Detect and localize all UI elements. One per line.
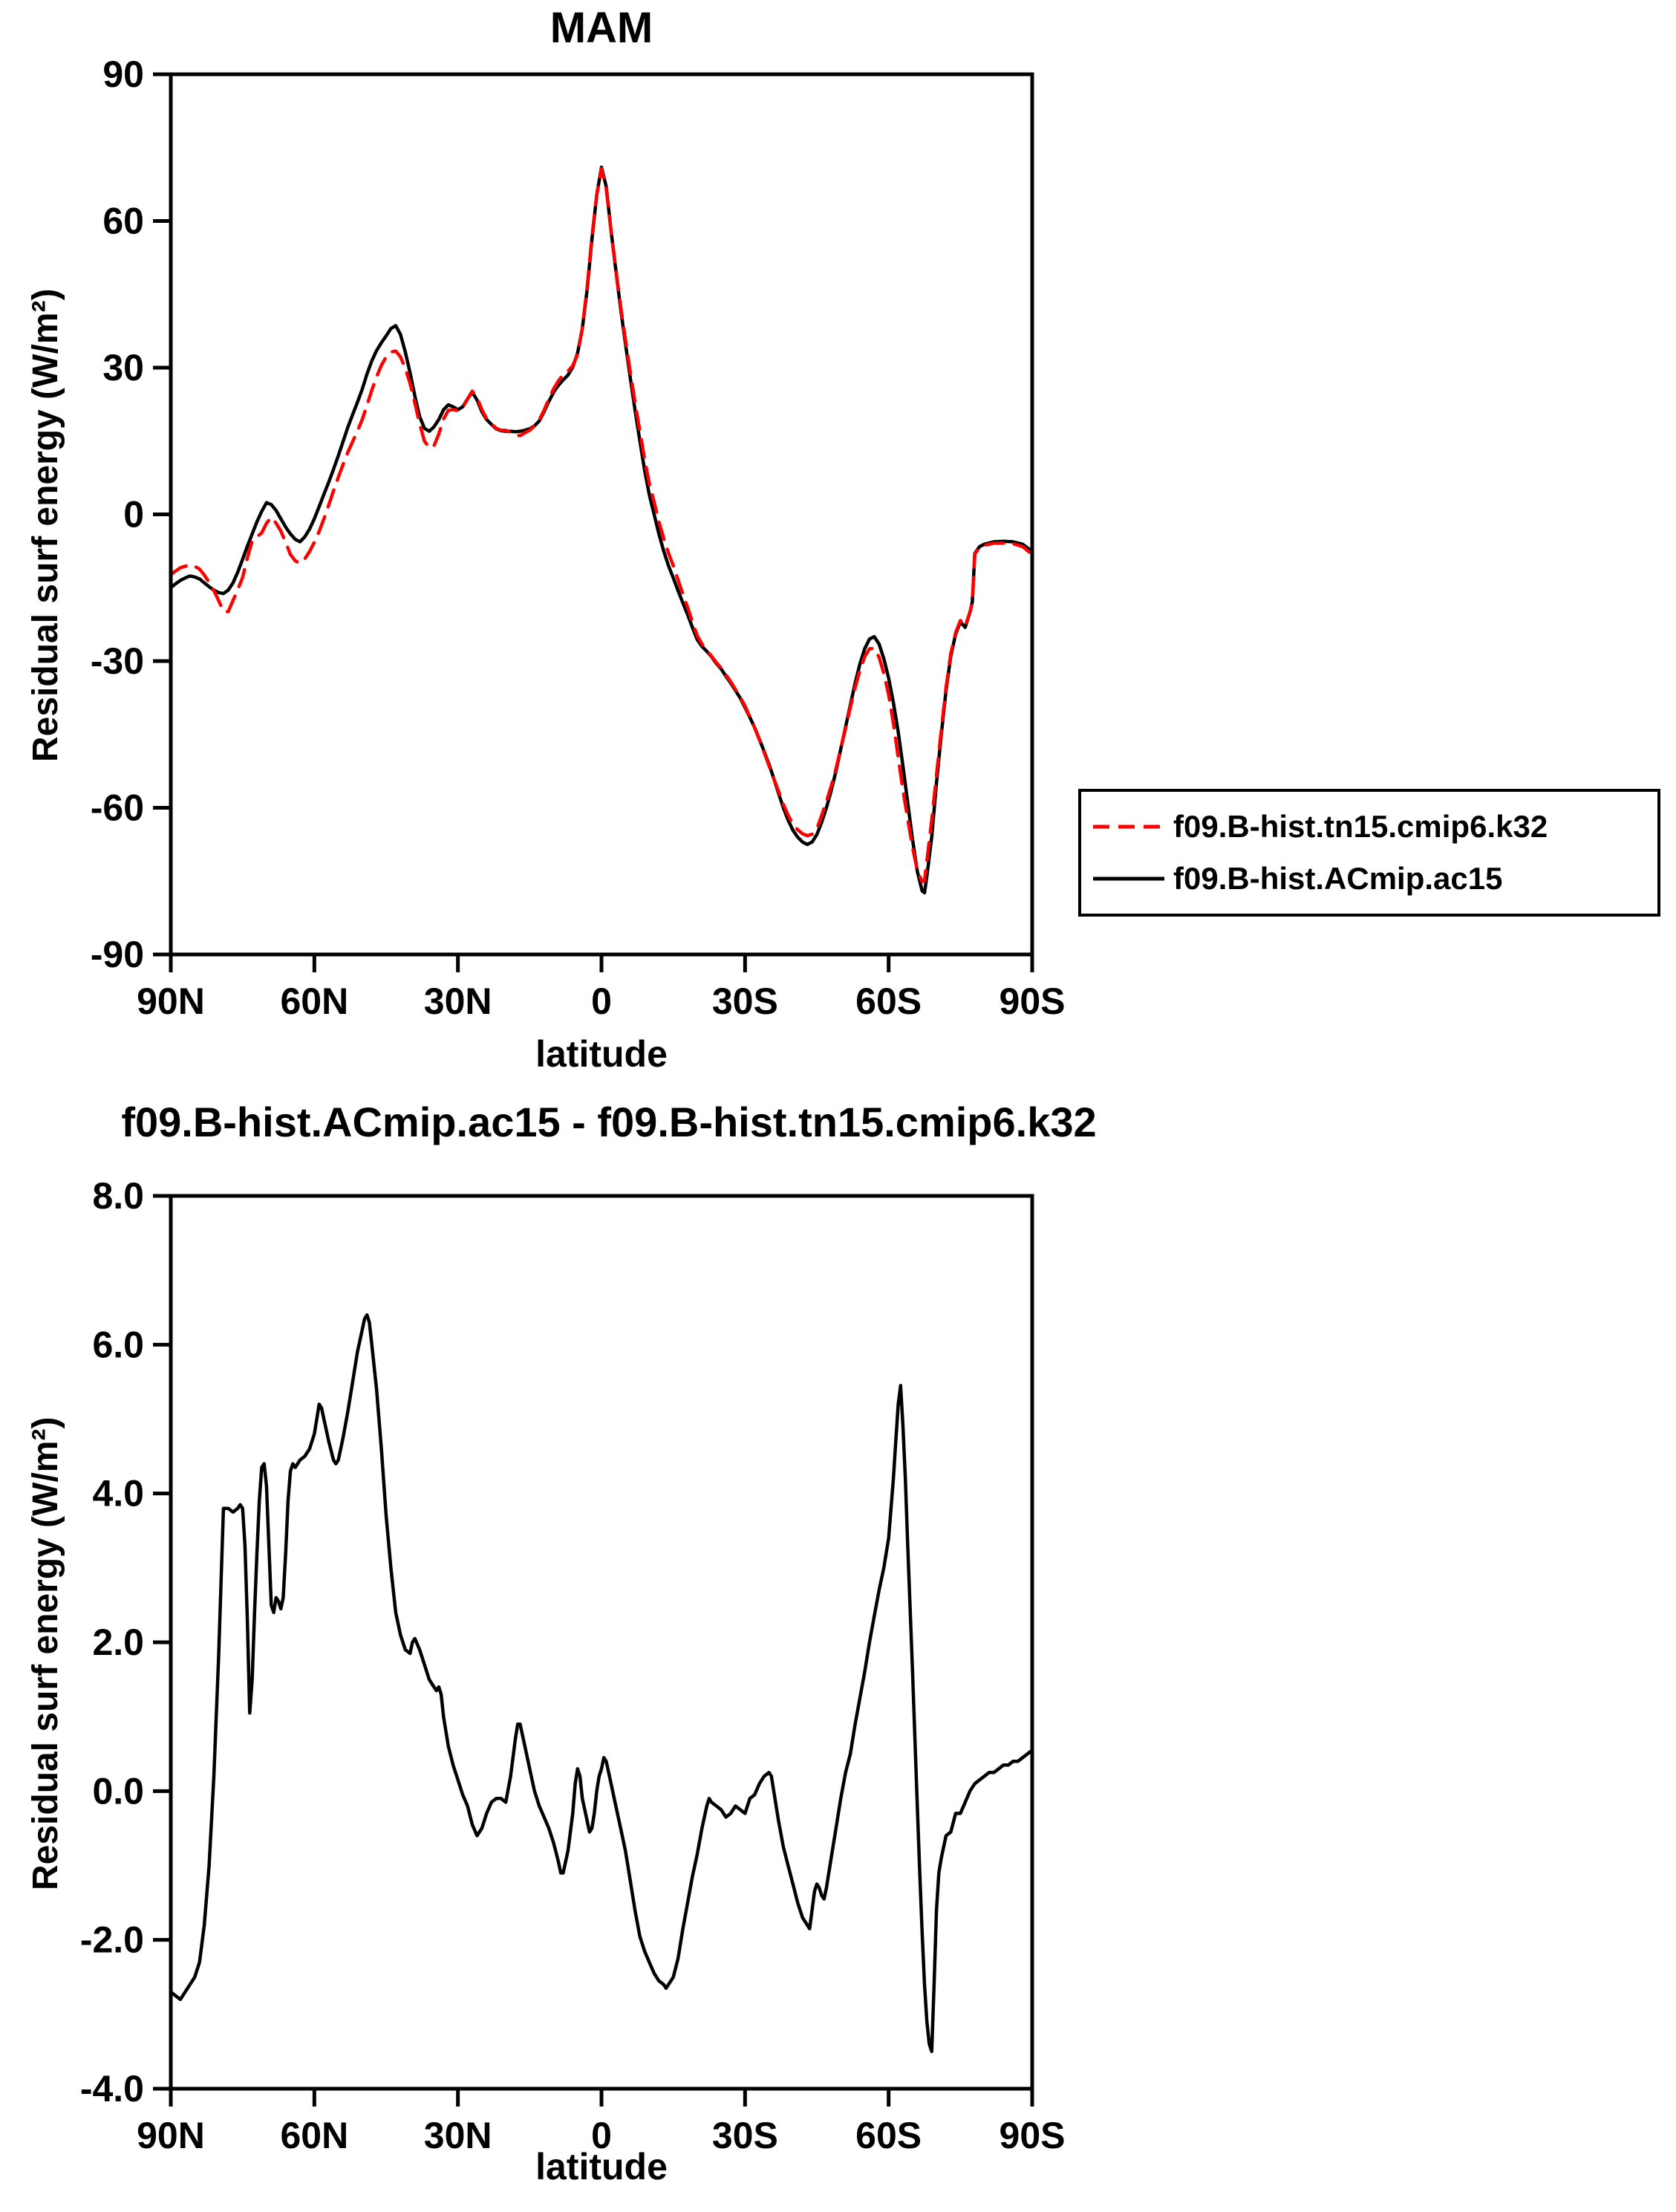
- y-tick-label: 2.0: [92, 1621, 144, 1663]
- red-dashed-line-sample: [1093, 824, 1164, 829]
- x-tick-label: 30N: [424, 980, 492, 1022]
- x-tick-label: 90S: [1000, 2115, 1066, 2156]
- y-tick-label: -60: [91, 787, 144, 829]
- series-line-1: [169, 166, 1034, 884]
- top-chart-ylabel: Residual surf energy (W/m²): [26, 288, 65, 762]
- x-tick-label: 90N: [137, 2115, 205, 2156]
- black-solid-line-sample: [1093, 876, 1164, 881]
- top-chart: 90N 60N 30N 0 30S 60S 90S 90 60 30 0 -30 -60 -90: [91, 53, 1066, 1022]
- x-tick-label: 30N: [424, 2115, 492, 2156]
- x-tick-label: 60S: [855, 980, 922, 1022]
- x-tick-label: 90N: [137, 980, 205, 1022]
- series-line-0: [169, 1313, 1034, 2054]
- bottom-chart: 90N 60N 30N 0 30S 60S 90S 8.0 6.0 4.0 2.0 0.0 -2.0 -4…: [80, 1175, 1066, 2156]
- y-tick-label: 60: [102, 201, 144, 242]
- top-chart-xlabel: latitude: [535, 1033, 668, 1075]
- legend: f09.B-hist.tn15.cmip6.k32 f09.B-hist.ACm…: [1078, 789, 1660, 917]
- top-chart-title: MAM: [550, 4, 653, 52]
- y-tick-label: 90: [102, 53, 144, 95]
- x-tick-label: 90S: [1000, 980, 1066, 1022]
- x-tick-label: 30S: [712, 2115, 778, 2156]
- plot-frame: [169, 72, 1034, 957]
- bottom-chart-ylabel: Residual surf energy (W/m²): [26, 1416, 65, 1890]
- legend-entry-tn15: f09.B-hist.tn15.cmip6.k32: [1093, 809, 1646, 845]
- y-tick-label: 0: [123, 494, 144, 536]
- plot-frame: [169, 1194, 1034, 2091]
- legend-entry-acmip: f09.B-hist.ACmip.ac15: [1093, 861, 1646, 897]
- bottom-chart-xlabel: latitude: [535, 2146, 668, 2187]
- x-tick-label: 60N: [280, 2115, 348, 2156]
- x-tick-label: 30S: [712, 980, 778, 1022]
- x-tick-label: 60S: [855, 2115, 922, 2156]
- x-tick-label: 0: [591, 2115, 612, 2156]
- y-tick-label: 30: [102, 347, 144, 388]
- legend-label-acmip: f09.B-hist.ACmip.ac15: [1173, 861, 1503, 897]
- y-tick-label: -2.0: [80, 1919, 144, 1961]
- x-tick-label: 60N: [280, 980, 348, 1022]
- y-tick-label: 6.0: [92, 1324, 144, 1365]
- y-tick-label: 8.0: [92, 1175, 144, 1217]
- y-tick-label: 4.0: [92, 1473, 144, 1515]
- x-tick-label: 0: [591, 980, 612, 1022]
- y-tick-label: -30: [91, 640, 144, 682]
- y-tick-label: -90: [91, 934, 144, 975]
- y-tick-label: 0.0: [92, 1770, 144, 1812]
- y-tick-label: -4.0: [80, 2068, 144, 2109]
- legend-label-tn15: f09.B-hist.tn15.cmip6.k32: [1173, 808, 1548, 844]
- bottom-chart-title: f09.B-hist.ACmip.ac15 - f09.B-hist.tn15.…: [121, 1099, 1097, 1145]
